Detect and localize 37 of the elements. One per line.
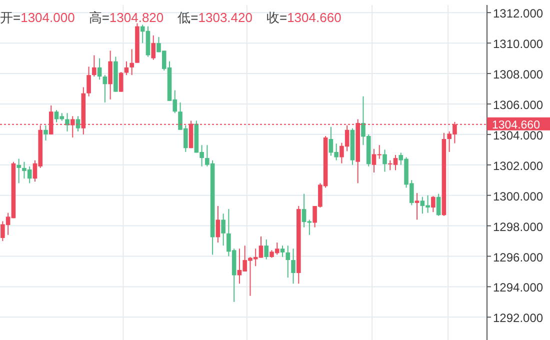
candlestick — [280, 245, 285, 258]
annotation: 收=1304.660 — [266, 10, 342, 25]
candlestick — [124, 60, 129, 76]
y-tick-label: 1308.000 — [493, 68, 544, 82]
annotation: 高=1304.820 — [88, 10, 164, 25]
candlestick — [118, 72, 124, 92]
candlestick — [382, 149, 387, 172]
candlestick — [414, 192, 420, 220]
candlestick — [436, 193, 441, 216]
y-tick-label: 1306.000 — [493, 98, 544, 112]
y-tick-label: 1292.000 — [493, 311, 544, 326]
candlestick — [286, 245, 290, 278]
y-tick-label: 1294.000 — [493, 280, 544, 295]
annotation: 低=1303.420 — [178, 10, 252, 25]
candlestick — [431, 196, 436, 213]
y-tick-label: 1302.000 — [493, 158, 544, 173]
candlestick — [108, 50, 112, 100]
candlestick — [65, 112, 70, 132]
y-tick-label: 1298.000 — [493, 220, 544, 234]
candlestick — [130, 48, 134, 76]
candlestick — [264, 239, 269, 260]
y-tick-label: 1312.000 — [493, 6, 544, 21]
candlestick — [216, 206, 220, 244]
candlestick — [86, 66, 91, 97]
y-tick-label: 1296.000 — [493, 250, 544, 264]
candlestick — [92, 54, 96, 78]
annotation: 开=1304.000 — [0, 10, 75, 25]
candlestick — [102, 74, 108, 103]
candlestick — [76, 116, 80, 132]
candlestick — [291, 248, 296, 284]
y-tick-label: 1310.000 — [493, 37, 544, 52]
candlestick — [221, 213, 226, 246]
candlestick — [151, 34, 156, 60]
candlestick — [16, 158, 21, 184]
y-tick-label: 1300.000 — [493, 189, 544, 204]
candlestick — [44, 124, 48, 142]
candlestick — [97, 58, 102, 80]
